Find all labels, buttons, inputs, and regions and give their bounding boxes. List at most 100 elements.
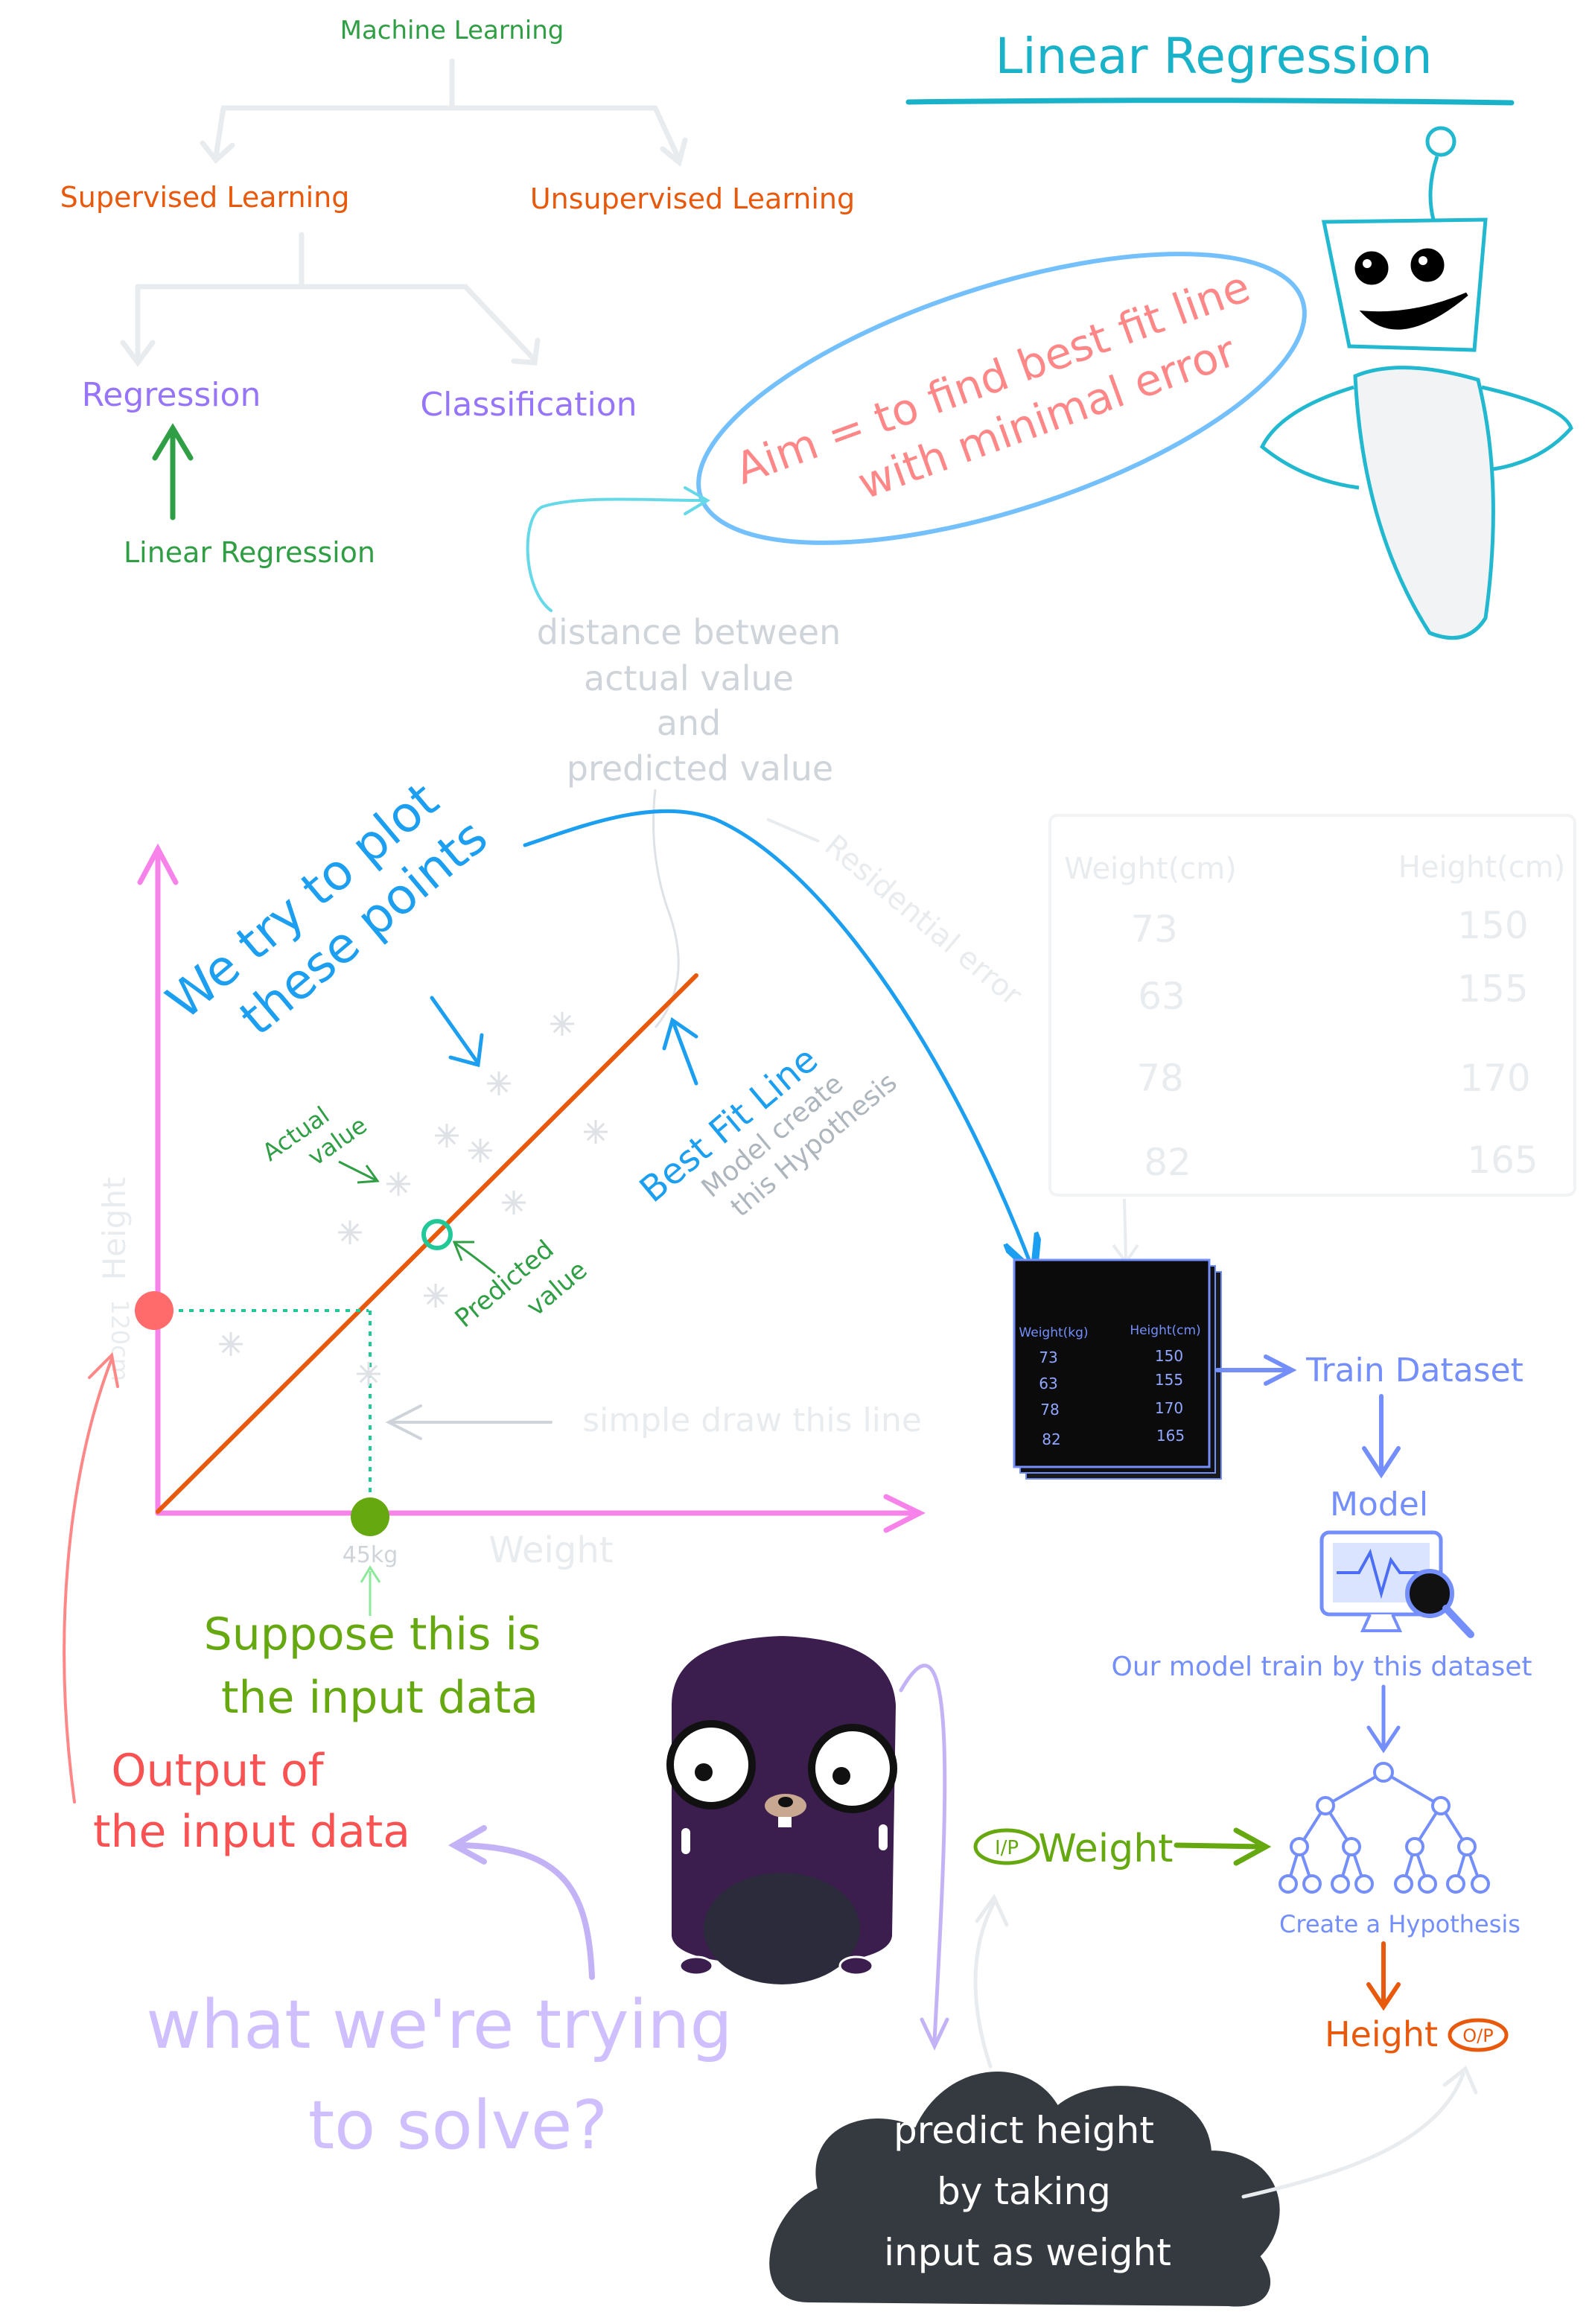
input-badge bbox=[973, 1828, 1040, 1865]
table-down-arrow bbox=[1112, 1198, 1139, 1265]
scatter-point bbox=[487, 1072, 511, 1095]
tree-linear-regression-label: Linear Regression bbox=[124, 536, 375, 569]
train-dataset-label: Train Dataset bbox=[1305, 1352, 1523, 1389]
residual-bracket bbox=[652, 789, 680, 1028]
output-badge bbox=[1448, 2018, 1509, 2052]
output-height-label: Height bbox=[1325, 2014, 1438, 2054]
residual-arrow bbox=[766, 818, 820, 843]
robot-illustration bbox=[1259, 126, 1573, 640]
hypothesis-label: Create a Hypothesis bbox=[1279, 1910, 1521, 1938]
x-axis bbox=[155, 1494, 926, 1533]
residual-label: Residential error bbox=[818, 828, 1029, 1013]
ml-tree bbox=[120, 58, 688, 367]
distance-note-line-4: predicted value bbox=[567, 748, 833, 789]
weight-to-hypothesis-arrow bbox=[1174, 1827, 1272, 1866]
y-axis bbox=[137, 843, 179, 1516]
dark-cell: 73 bbox=[1039, 1349, 1057, 1366]
input-note-line-1: Suppose this is bbox=[204, 1608, 541, 1661]
scatter-point bbox=[219, 1332, 243, 1356]
tree-regression-label: Regression bbox=[82, 376, 261, 414]
gopher-mascot bbox=[666, 1632, 900, 1984]
dark-cell: 155 bbox=[1155, 1371, 1183, 1389]
aim-text-group: Aim = to find best fit line with minimal… bbox=[729, 261, 1257, 509]
output-pointer bbox=[63, 1352, 119, 1804]
cloud-line-1: predict height bbox=[894, 2109, 1154, 2152]
scatter-point bbox=[502, 1191, 526, 1214]
faded-cell: 150 bbox=[1457, 904, 1528, 947]
best-fit-arrow bbox=[662, 1016, 698, 1086]
input-weight-label: Weight bbox=[1038, 1827, 1173, 1871]
model-to-tree-arrow bbox=[1366, 1684, 1401, 1754]
tree-classification-label: Classification bbox=[420, 386, 637, 424]
distance-note-line-2: actual value bbox=[584, 658, 794, 698]
x-value-label: 45kg bbox=[343, 1542, 398, 1568]
scatter-chart: Height 120cm Weight 45kg bbox=[96, 843, 926, 1571]
y-value-label: 120cm bbox=[106, 1299, 134, 1381]
dark-cell: 150 bbox=[1155, 1347, 1183, 1365]
input-pointer bbox=[360, 1565, 381, 1616]
scatter-points bbox=[219, 1012, 608, 1386]
cloud-shape bbox=[769, 2072, 1280, 2307]
faded-cell: 155 bbox=[1457, 967, 1528, 1010]
faded-cell: 73 bbox=[1130, 908, 1178, 951]
faded-cell: 63 bbox=[1138, 975, 1185, 1018]
faded-cell: 78 bbox=[1136, 1057, 1184, 1100]
dark-table bbox=[1013, 1258, 1211, 1468]
dark-cell: 165 bbox=[1156, 1427, 1185, 1445]
tree-unsupervised-label: Unsupervised Learning bbox=[530, 182, 855, 215]
question-line-1: what we're trying bbox=[146, 1986, 732, 2064]
cloud-line-3: input as weight bbox=[884, 2231, 1171, 2274]
output-badge-label: O/P bbox=[1462, 2025, 1493, 2046]
distance-note-line-1: distance between bbox=[537, 612, 841, 652]
tree-root-label: Machine Learning bbox=[340, 16, 564, 45]
train-to-model-arrow bbox=[1362, 1394, 1401, 1479]
dark-cell: 63 bbox=[1039, 1375, 1057, 1392]
regression-up-arrow bbox=[152, 423, 194, 520]
faded-table-header-weight: Weight(cm) bbox=[1064, 852, 1237, 886]
cloud-to-output-arrow bbox=[1241, 2066, 1478, 2199]
best-fit-group: Best Fit Line Model create this Hypothes… bbox=[632, 1039, 903, 1223]
model-label: Model bbox=[1330, 1486, 1428, 1524]
scatter-point bbox=[357, 1362, 381, 1386]
page-title: Linear Regression bbox=[995, 28, 1432, 85]
scatter-point bbox=[584, 1120, 608, 1144]
question-arrow bbox=[448, 1825, 595, 1980]
y-axis-label: Height bbox=[96, 1177, 133, 1281]
dark-table-rows: 73 150 63 155 78 170 82 165 bbox=[1039, 1347, 1185, 1448]
actual-label-group: Actual value bbox=[257, 1101, 372, 1171]
table-to-train-arrow bbox=[1215, 1354, 1297, 1386]
output-note-line-1: Output of bbox=[111, 1745, 325, 1797]
x-input-point bbox=[351, 1497, 389, 1536]
x-axis-label: Weight bbox=[488, 1529, 613, 1571]
scatter-point bbox=[550, 1012, 574, 1036]
gopher-to-cloud-arrow bbox=[899, 1664, 949, 2051]
plot-note-group: We try to plot these points bbox=[156, 771, 498, 1047]
predicted-pointer bbox=[452, 1241, 496, 1275]
dark-table-header-height: Height(cm) bbox=[1130, 1323, 1200, 1338]
dark-cell: 170 bbox=[1155, 1399, 1183, 1417]
plot-note-to-table-arrow bbox=[523, 809, 1031, 1266]
predicted-label-group: Predicted value bbox=[450, 1235, 593, 1334]
scatter-point bbox=[338, 1220, 362, 1244]
scatter-point bbox=[424, 1284, 448, 1308]
output-note-line-2: the input data bbox=[93, 1806, 410, 1858]
simple-draw-arrow bbox=[385, 1404, 553, 1440]
model-note: Our model train by this dataset bbox=[1111, 1652, 1532, 1682]
title-underline bbox=[905, 98, 1515, 106]
cloud-line-2: by taking bbox=[937, 2170, 1111, 2213]
hypothesis-tree-icon bbox=[1279, 1762, 1490, 1894]
faded-table-rows: 73 150 63 155 78 170 82 165 bbox=[1130, 904, 1538, 1184]
plot-note-down-arrow bbox=[430, 996, 484, 1068]
hypothesis-to-height-arrow bbox=[1366, 1941, 1401, 2011]
cloud-to-input-arrow bbox=[973, 1894, 1009, 2069]
input-badge-label: I/P bbox=[995, 1837, 1019, 1859]
scatter-point bbox=[468, 1139, 492, 1162]
faded-table-box bbox=[1048, 814, 1576, 1197]
scatter-point bbox=[386, 1172, 410, 1196]
actual-pointer bbox=[338, 1160, 380, 1184]
distance-to-aim-arrow bbox=[526, 486, 710, 612]
model-monitor-icon bbox=[1319, 1530, 1474, 1638]
simple-draw-label: simple draw this line bbox=[582, 1401, 922, 1439]
